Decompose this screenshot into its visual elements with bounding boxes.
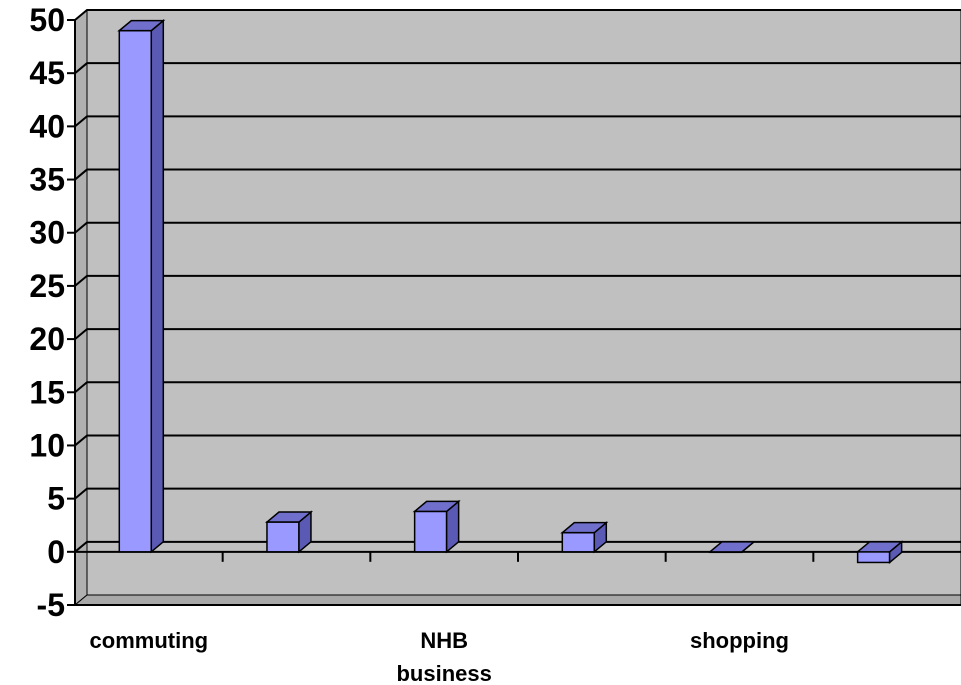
bar-5 (855, 540, 904, 565)
bar-front-1 (266, 521, 300, 553)
bar-0 (117, 19, 166, 554)
bar-front-3 (561, 531, 596, 553)
gridline-2 (74, 115, 961, 128)
axes (67, 19, 961, 606)
y-tick-label-5: 25 (29, 268, 65, 304)
y-tick-label-0: 50 (29, 2, 65, 38)
x-tick-label-0: commuting (90, 628, 209, 653)
gridline-0 (74, 9, 961, 21)
x-tick-labels: commuting NHB business shopping (90, 628, 789, 685)
y-tick-label-9: 5 (47, 481, 65, 517)
bar-top-5 (855, 541, 904, 553)
y-tick-label-1: 45 (29, 55, 65, 91)
y-tick-label-7: 15 (29, 374, 65, 410)
bar-top-0 (117, 19, 166, 32)
y-tick-label-4: 30 (29, 215, 65, 251)
gridline-6 (74, 328, 961, 340)
x-tick-label-4: shopping (690, 628, 789, 653)
bar-side-0 (150, 19, 165, 554)
bars (117, 19, 904, 565)
bar-3 (560, 521, 609, 554)
bar-front-5 (856, 551, 891, 564)
y-tick-label-11: -5 (37, 587, 65, 623)
bar-front-0 (118, 29, 153, 553)
bar-top-4 (707, 541, 757, 553)
y-tick-label-3: 35 (29, 162, 65, 198)
x-tick-label-line: commuting (90, 628, 209, 653)
y-tick-label-10: 0 (47, 534, 65, 570)
y-tick-label-8: 10 (29, 427, 65, 463)
x-tick-label-2: NHB business (396, 628, 491, 685)
y-tick-label-2: 40 (29, 108, 65, 144)
gridline-3 (74, 168, 961, 181)
bar-front-2 (413, 510, 448, 553)
y-tick-label-6: 20 (29, 321, 65, 357)
gridline-8 (74, 434, 961, 447)
x-tick-label-line: business (396, 661, 491, 685)
bar-top-3 (560, 521, 609, 534)
gridline-9 (74, 487, 961, 500)
bar-top-2 (412, 500, 461, 513)
back-wall (86, 9, 961, 596)
chart-walls (73, 8, 961, 607)
x-tick-label-line: NHB (420, 628, 468, 653)
gridline-5 (74, 274, 961, 287)
gridline-4 (74, 221, 961, 234)
floor (73, 594, 961, 606)
side-wall (74, 8, 88, 607)
x-tick-label-line: shopping (690, 628, 789, 653)
bar-4 (707, 541, 757, 554)
gridline-10 (74, 540, 961, 553)
bar-top-1 (264, 511, 314, 523)
bar-2 (412, 499, 461, 554)
bar-1 (264, 510, 314, 554)
gridline-1 (74, 62, 961, 74)
gridline-7 (74, 381, 961, 394)
